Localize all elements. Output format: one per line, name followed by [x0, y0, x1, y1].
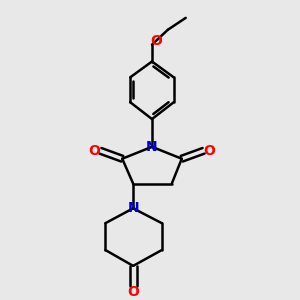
Text: O: O	[88, 144, 101, 158]
Text: O: O	[150, 34, 162, 48]
Text: N: N	[127, 201, 139, 215]
Text: N: N	[146, 140, 158, 154]
Text: O: O	[204, 144, 215, 158]
Text: O: O	[127, 285, 139, 299]
